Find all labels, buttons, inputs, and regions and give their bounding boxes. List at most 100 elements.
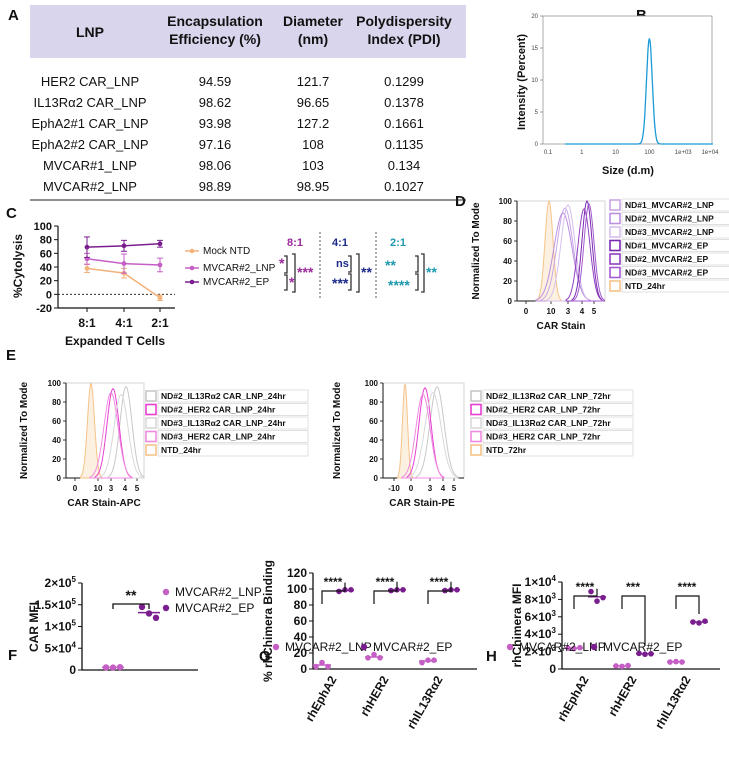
y-tick-label: 15 (531, 46, 538, 52)
y-tick-label: 100 (365, 379, 379, 388)
y-tick-label: 80 (52, 398, 61, 407)
data-point (425, 657, 431, 663)
sig-bracket (621, 595, 646, 646)
legend-label: ND#3_IL13Rα2 CAR_LNP_24hr (161, 418, 286, 428)
histogram-curve-4 (89, 391, 133, 479)
y-tick-label: 1×104 (525, 574, 557, 589)
table-cell: 0.1299 (384, 74, 424, 89)
legend-label: ND#3_MVCAR#2_LNP (625, 227, 714, 237)
sig-marker: ** (126, 587, 137, 603)
x-tick-label: 4:1 (115, 316, 133, 330)
legend-label: Mock NTD (203, 246, 250, 257)
table-cell: 98.89 (199, 179, 232, 194)
legend-label: MVCAR#2_LNP (285, 640, 372, 654)
panel-label-a: A (8, 7, 19, 24)
y-tick-label: 5×104 (45, 640, 77, 655)
legend-label: MVCAR#2_EP (603, 640, 682, 654)
x-axis-title: CAR Stain (537, 321, 586, 332)
legend-marker (189, 279, 195, 285)
y-tick-label: 1.5×105 (35, 597, 77, 612)
table-cell: HER2 CAR_LNP (41, 74, 139, 89)
y-axis-title: %Cytolysis (11, 234, 25, 298)
sig-marker: * (279, 255, 285, 271)
sig-group-label: 8:1 (287, 237, 303, 249)
y-tick-label: 80 (40, 235, 52, 247)
legend-box (621, 212, 729, 225)
table-cell: 0.1135 (385, 137, 424, 152)
legend-label: ND#2_MVCAR#2_LNP (625, 214, 714, 224)
legend-marker (162, 604, 170, 612)
data-point (431, 657, 437, 663)
legend-label: NTD_24hr (625, 281, 666, 291)
sig-bracket (427, 581, 452, 604)
sig-marker: *** (332, 275, 349, 291)
legend-label: ND#1_MVCAR#2_EP (625, 241, 708, 251)
y-tick-label: 100 (48, 379, 62, 388)
histogram-curve-1 (107, 385, 145, 479)
sig-marker: * (289, 274, 295, 290)
data-point (371, 651, 377, 658)
histogram-curve-6 (573, 202, 605, 302)
x-tick-label: 5 (135, 484, 140, 493)
sig-bracket (292, 253, 296, 293)
data-point (600, 594, 606, 601)
legend-label: MVCAR#2_EP (175, 601, 254, 615)
x-tick-label: -10 (388, 484, 400, 493)
data-point (377, 655, 383, 661)
x-tick-label: 8:1 (78, 316, 96, 330)
sig-bracket (675, 595, 700, 615)
histogram-curve-0 (80, 383, 102, 479)
table-cell: 97.16 (199, 137, 232, 152)
y-tick-label: 1×105 (45, 619, 77, 634)
legend-box (621, 266, 729, 279)
legend-box (157, 389, 309, 403)
legend-box (621, 225, 729, 239)
panel-label-h: H (486, 648, 497, 665)
sig-marker: **** (376, 575, 395, 589)
y-tick-label: 0 (46, 289, 52, 301)
legend-label: MVCAR#2_EP (203, 277, 269, 288)
table-cell: IL13Rα2 CAR_LNP (33, 95, 146, 110)
x-tick-label: rhHER2 (357, 673, 391, 718)
data-point (157, 241, 163, 247)
y-tick-label: 60 (294, 614, 308, 628)
y-tick-label: 100 (287, 582, 307, 596)
y-tick-label: 0 (535, 142, 539, 148)
data-point (121, 243, 127, 249)
data-point (594, 598, 600, 604)
table-header-3: Polydispersity (356, 13, 452, 29)
legend-swatch (609, 239, 621, 252)
y-tick-label: 0 (549, 662, 556, 676)
y-tick-label: 4×103 (525, 626, 557, 641)
x-tick-label: 10 (612, 150, 619, 156)
sig-marker: **** (388, 277, 410, 293)
y-tick-label: -20 (36, 303, 52, 315)
data-point (84, 244, 90, 250)
legend-label: ND#1_MVCAR#2_LNP (625, 200, 714, 210)
x-tick-label: rhHER2 (605, 673, 639, 718)
data-point (348, 587, 354, 593)
data-point (145, 610, 153, 617)
x-tick-label: 10 (94, 484, 103, 493)
legend-label: ND#2_HER2 CAR_LNP_72hr (486, 405, 601, 415)
sig-bracket (284, 255, 288, 274)
sig-marker: **** (576, 580, 595, 594)
legend-swatch (609, 199, 621, 211)
x-tick-label: 0 (409, 484, 414, 493)
y-tick-label: 0 (57, 474, 62, 483)
sig-marker: ** (426, 264, 437, 280)
table-header-bg (30, 5, 466, 58)
legend-box (482, 443, 634, 457)
legend-marker (506, 643, 514, 651)
histogram-curve-0 (536, 199, 562, 302)
table-cell: 94.59 (199, 74, 232, 89)
legend-marker (590, 643, 598, 651)
x-axis-title: Expanded T Cells (65, 334, 165, 348)
legend-swatch (609, 280, 621, 292)
legend-swatch (145, 417, 157, 429)
table-cell: 0.134 (388, 158, 421, 173)
panel-label-f: F (8, 647, 17, 664)
panel-label-c: C (6, 205, 17, 222)
legend-box (482, 403, 634, 416)
y-axis-title: Normalized To Mode (332, 382, 343, 479)
